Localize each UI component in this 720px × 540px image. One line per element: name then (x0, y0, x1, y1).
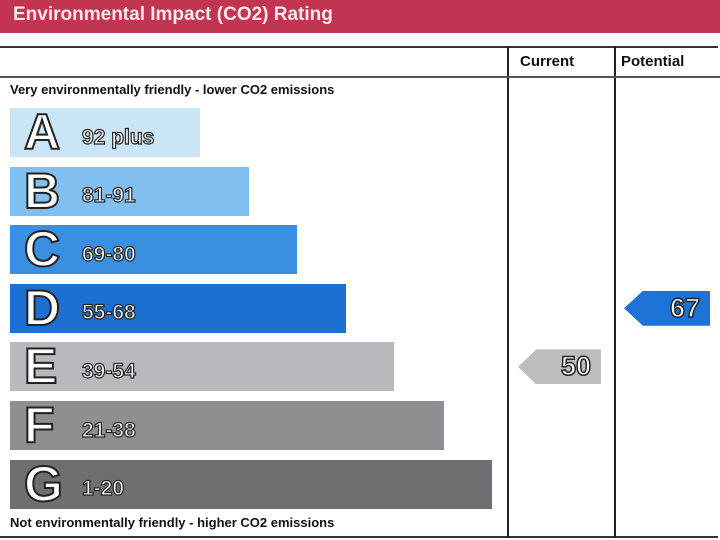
potential-rating-arrow: 67 (624, 290, 710, 326)
band-range: 92 plus (81, 125, 155, 149)
rating-table (0, 46, 718, 538)
chart-title: Environmental Impact (CO2) Rating (0, 0, 720, 33)
band-letter: G (23, 455, 64, 512)
column-header-potential: Potential (621, 53, 685, 70)
band-bar-d: D 55-68 (10, 279, 346, 336)
current-rating-arrow: 50 (518, 349, 601, 385)
band-bar-a: A 92 plus (10, 104, 200, 160)
bottom-note: Not environmentally friendly - higher CO… (10, 515, 335, 530)
band-range: 39-54 (81, 359, 136, 383)
band-bar-e: E 39-54 (10, 338, 394, 395)
divider (507, 46, 509, 538)
band-range: 81-91 (81, 183, 136, 208)
band-letter: B (23, 162, 61, 219)
divider (0, 76, 720, 78)
band-bar-g: G 1-20 (10, 455, 492, 512)
divider (614, 46, 616, 538)
band-bar-f: F 21-38 (10, 397, 444, 453)
band-letter: E (23, 338, 58, 395)
band-range: 21-38 (81, 418, 136, 442)
column-header-current: Current (520, 53, 575, 70)
band-letter: D (23, 279, 61, 336)
band-range: 69-80 (81, 242, 136, 266)
top-note: Very environmentally friendly - lower CO… (10, 82, 335, 97)
band-range: 55-68 (81, 301, 136, 325)
band-bar-b: B 81-91 (10, 162, 249, 219)
band-bar-c: C 69-80 (10, 221, 297, 278)
band-letter: F (23, 397, 56, 453)
band-range: 1-20 (81, 476, 125, 501)
band-letter: C (23, 221, 61, 278)
band-letter: A (23, 104, 61, 160)
